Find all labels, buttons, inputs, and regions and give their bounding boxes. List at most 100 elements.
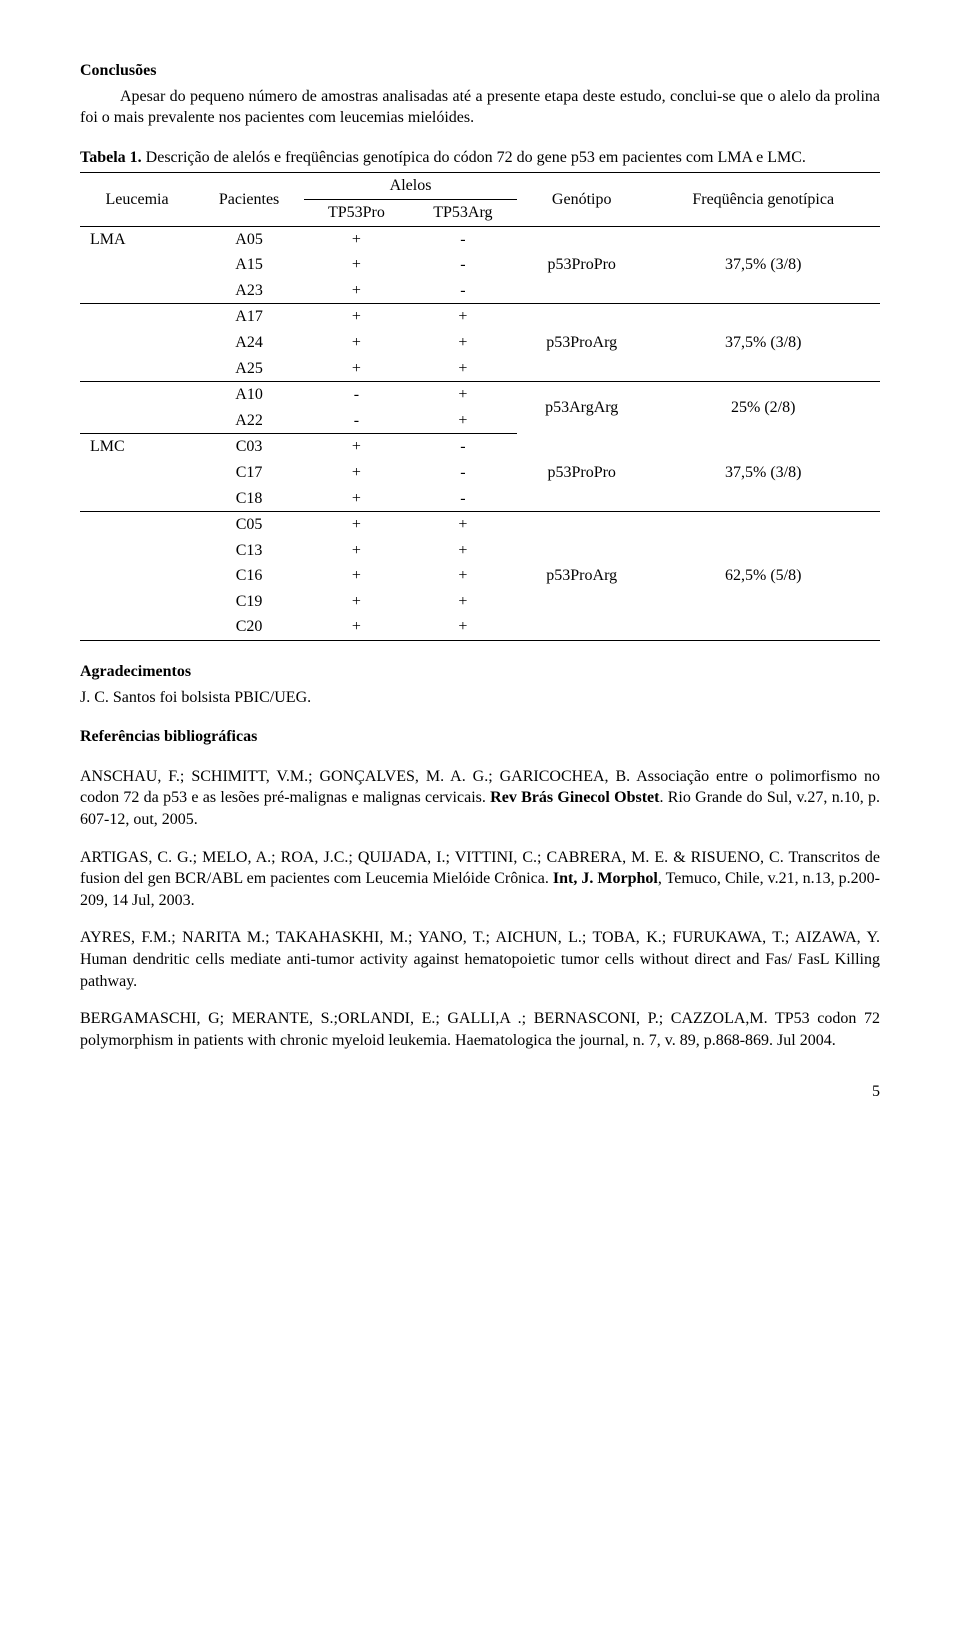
cell-freq: 62,5% (5/8): [646, 563, 880, 589]
cell-tp53pro: +: [304, 356, 409, 382]
th-alelos: Alelos: [304, 173, 517, 200]
cell-freq: [646, 486, 880, 512]
cell-paciente: C18: [194, 486, 304, 512]
reference-pre: AYRES, F.M.; NARITA M.; TAKAHASKHI, M.; …: [80, 929, 880, 989]
cell-tp53arg: -: [409, 460, 517, 486]
cell-leucemia: [80, 486, 194, 512]
cell-tp53arg: +: [409, 512, 517, 538]
cell-leucemia: [80, 304, 194, 330]
cell-tp53arg: +: [409, 538, 517, 564]
cell-tp53pro: +: [304, 614, 409, 640]
th-tp53pro: TP53Pro: [304, 199, 409, 226]
cell-leucemia: [80, 460, 194, 486]
reference-bold: Rev Brás Ginecol Obstet: [490, 789, 659, 806]
cell-genotipo: p53ProPro: [517, 252, 646, 278]
cell-freq: [646, 538, 880, 564]
cell-leucemia: [80, 408, 194, 434]
cell-paciente: A23: [194, 278, 304, 304]
tabela-caption-text: Descrição de alelós e freqüências genotí…: [142, 149, 806, 166]
cell-tp53pro: +: [304, 278, 409, 304]
cell-tp53pro: +: [304, 252, 409, 278]
table-row: A10-+p53ArgArg25% (2/8): [80, 382, 880, 408]
cell-leucemia: [80, 614, 194, 640]
table-row: A24++p53ProArg37,5% (3/8): [80, 330, 880, 356]
agradecimentos-title: Agradecimentos: [80, 661, 880, 683]
cell-tp53pro: +: [304, 304, 409, 330]
table-row: A25++: [80, 356, 880, 382]
referencias-section: Referências bibliográficas ANSCHAU, F.; …: [80, 726, 880, 1051]
table-row: C18+-: [80, 486, 880, 512]
cell-tp53arg: -: [409, 252, 517, 278]
cell-tp53pro: +: [304, 538, 409, 564]
cell-tp53pro: +: [304, 589, 409, 615]
cell-tp53arg: +: [409, 614, 517, 640]
table-row: LMAA05+-: [80, 226, 880, 252]
cell-genotipo: [517, 486, 646, 512]
cell-genotipo: p53ProArg: [517, 330, 646, 356]
cell-leucemia: [80, 356, 194, 382]
cell-paciente: C19: [194, 589, 304, 615]
cell-genotipo: p53ProArg: [517, 563, 646, 589]
table-row: C16++p53ProArg62,5% (5/8): [80, 563, 880, 589]
cell-leucemia: [80, 538, 194, 564]
cell-paciente: C03: [194, 434, 304, 460]
cell-paciente: A17: [194, 304, 304, 330]
cell-freq: [646, 614, 880, 640]
referencias-title: Referências bibliográficas: [80, 726, 880, 748]
cell-genotipo: [517, 512, 646, 538]
cell-paciente: A10: [194, 382, 304, 408]
cell-leucemia: [80, 382, 194, 408]
cell-freq: [646, 356, 880, 382]
cell-paciente: C05: [194, 512, 304, 538]
cell-tp53pro: +: [304, 460, 409, 486]
cell-paciente: C17: [194, 460, 304, 486]
reference-pre: BERGAMASCHI, G; MERANTE, S.;ORLANDI, E.;…: [80, 1010, 880, 1049]
table-row: A23+-: [80, 278, 880, 304]
conclusoes-text: Apesar do pequeno número de amostras ana…: [80, 86, 880, 129]
cell-tp53arg: +: [409, 589, 517, 615]
cell-tp53pro: +: [304, 563, 409, 589]
th-freq: Freqüência genotípica: [646, 173, 880, 226]
cell-paciente: C20: [194, 614, 304, 640]
th-genotipo: Genótipo: [517, 173, 646, 226]
cell-leucemia: [80, 278, 194, 304]
th-tp53arg: TP53Arg: [409, 199, 517, 226]
reference-bold: Int, J. Morphol: [553, 870, 658, 887]
cell-tp53pro: +: [304, 512, 409, 538]
cell-freq: [646, 589, 880, 615]
cell-tp53arg: +: [409, 356, 517, 382]
cell-paciente: A24: [194, 330, 304, 356]
cell-freq: [646, 304, 880, 330]
table-row: A15+-p53ProPro37,5% (3/8): [80, 252, 880, 278]
reference-item: ANSCHAU, F.; SCHIMITT, V.M.; GONÇALVES, …: [80, 766, 880, 831]
cell-freq: [646, 434, 880, 460]
cell-genotipo: [517, 589, 646, 615]
tabela-caption-label: Tabela 1.: [80, 149, 142, 166]
cell-leucemia: LMC: [80, 434, 194, 460]
cell-paciente: A05: [194, 226, 304, 252]
cell-tp53arg: +: [409, 330, 517, 356]
cell-genotipo: p53ArgArg: [517, 382, 646, 434]
page-number: 5: [80, 1081, 880, 1103]
cell-genotipo: [517, 434, 646, 460]
cell-tp53pro: -: [304, 408, 409, 434]
agradecimentos-text: J. C. Santos foi bolsista PBIC/UEG.: [80, 687, 880, 709]
cell-paciente: A22: [194, 408, 304, 434]
cell-tp53arg: +: [409, 304, 517, 330]
cell-genotipo: [517, 226, 646, 252]
cell-paciente: C13: [194, 538, 304, 564]
cell-freq: [646, 226, 880, 252]
cell-tp53pro: +: [304, 226, 409, 252]
cell-freq: 25% (2/8): [646, 382, 880, 434]
cell-genotipo: [517, 304, 646, 330]
cell-tp53pro: +: [304, 330, 409, 356]
tabela-genotipos: Leucemia Pacientes Alelos Genótipo Freqü…: [80, 172, 880, 641]
cell-freq: 37,5% (3/8): [646, 460, 880, 486]
cell-leucemia: [80, 589, 194, 615]
cell-freq: [646, 278, 880, 304]
table-row: C17+-p53ProPro37,5% (3/8): [80, 460, 880, 486]
cell-tp53arg: -: [409, 278, 517, 304]
table-row: C13++: [80, 538, 880, 564]
cell-freq: [646, 512, 880, 538]
cell-genotipo: [517, 614, 646, 640]
